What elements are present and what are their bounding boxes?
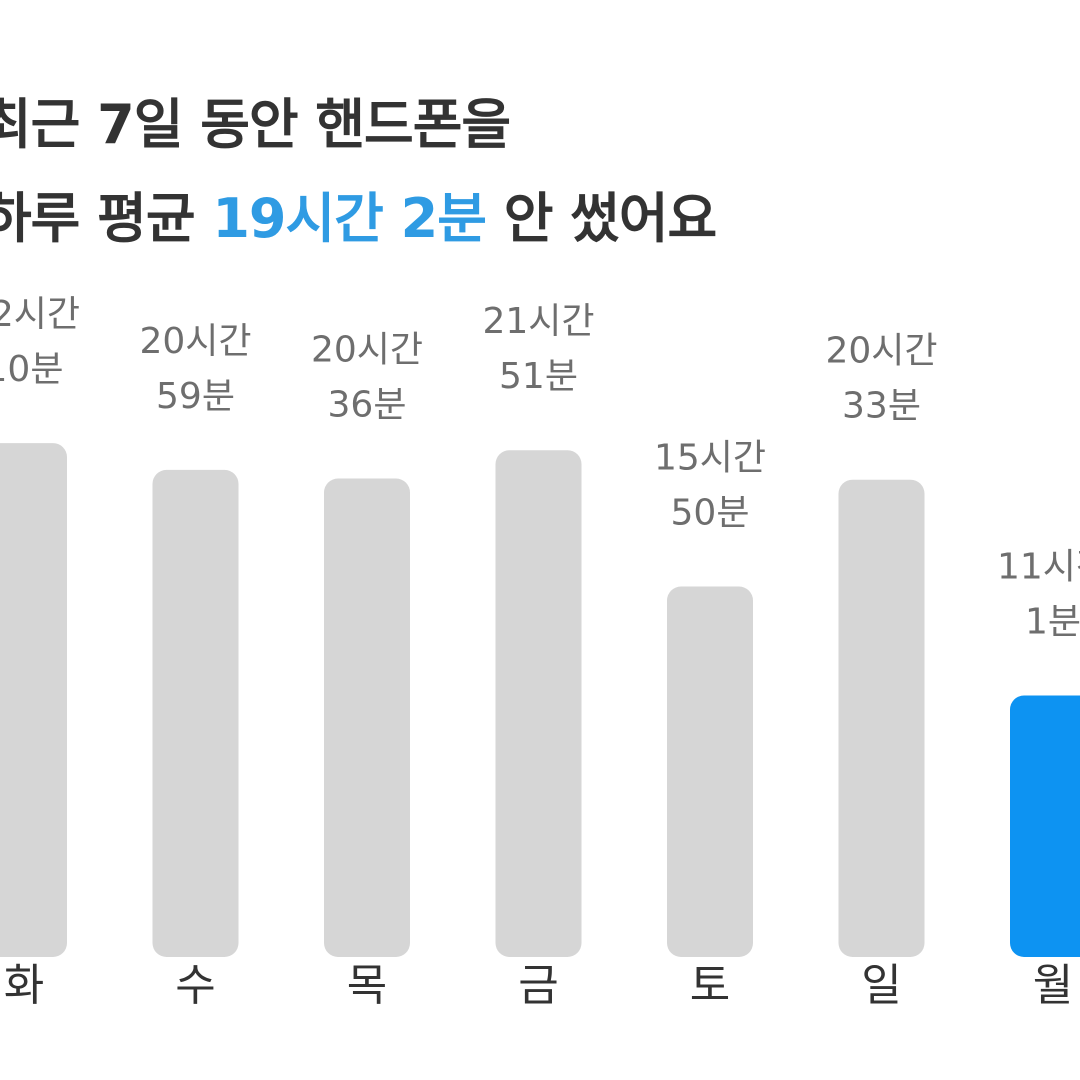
headline-line-1: 최근 7일 동안 핸드폰을 xyxy=(0,93,511,156)
day-label-5: 토 xyxy=(690,960,730,1011)
bar-1 xyxy=(0,443,67,957)
bar-value-label-6-minutes: 33분 xyxy=(842,386,921,427)
headline-line-2: 하루 평균 19시간 2분 안 썼어요 xyxy=(0,187,718,250)
headline: 최근 7일 동안 핸드폰을 하루 평균 19시간 2분 안 썼어요 xyxy=(0,78,718,266)
bar-value-label-1-minutes: 10분 xyxy=(0,349,63,390)
bar-value-label-5-minutes: 50분 xyxy=(671,493,750,534)
bar-7 xyxy=(1010,695,1080,957)
headline-line-2-prefix: 하루 평균 xyxy=(0,187,213,250)
bar-2 xyxy=(152,469,239,957)
bar-value-label-4-hours: 21시간 xyxy=(482,301,594,342)
bar-6 xyxy=(838,479,925,957)
day-label-3: 목 xyxy=(347,960,387,1011)
bar-value-label-6-hours: 20시간 xyxy=(825,331,937,372)
bar-value-label-3-hours: 20시간 xyxy=(311,330,423,371)
bar-value-label-1-hours: 22시간 xyxy=(0,294,80,335)
bar-value-label-7-hours: 11시간 xyxy=(997,547,1080,588)
bar-value-label-5-hours: 15시간 xyxy=(654,438,766,479)
bar-value-label-2-hours: 20시간 xyxy=(139,321,251,362)
day-label-7: 월 xyxy=(1033,960,1073,1011)
bar-3 xyxy=(324,478,410,957)
day-label-1: 화 xyxy=(4,960,44,1011)
bar-value-label-7-minutes: 1분 xyxy=(1025,602,1080,643)
bar-value-label-3-minutes: 36분 xyxy=(328,385,407,426)
day-label-6: 일 xyxy=(861,960,901,1011)
bar-4 xyxy=(495,450,582,957)
bar-5 xyxy=(667,586,753,957)
headline-line-2-suffix: 안 썼어요 xyxy=(485,187,718,250)
day-label-4: 금 xyxy=(518,960,558,1011)
bar-value-label-2-minutes: 59분 xyxy=(156,376,235,417)
headline-highlight: 19시간 2분 xyxy=(212,187,487,250)
day-label-2: 수 xyxy=(175,960,215,1011)
bar-value-label-4-minutes: 51분 xyxy=(499,356,578,397)
